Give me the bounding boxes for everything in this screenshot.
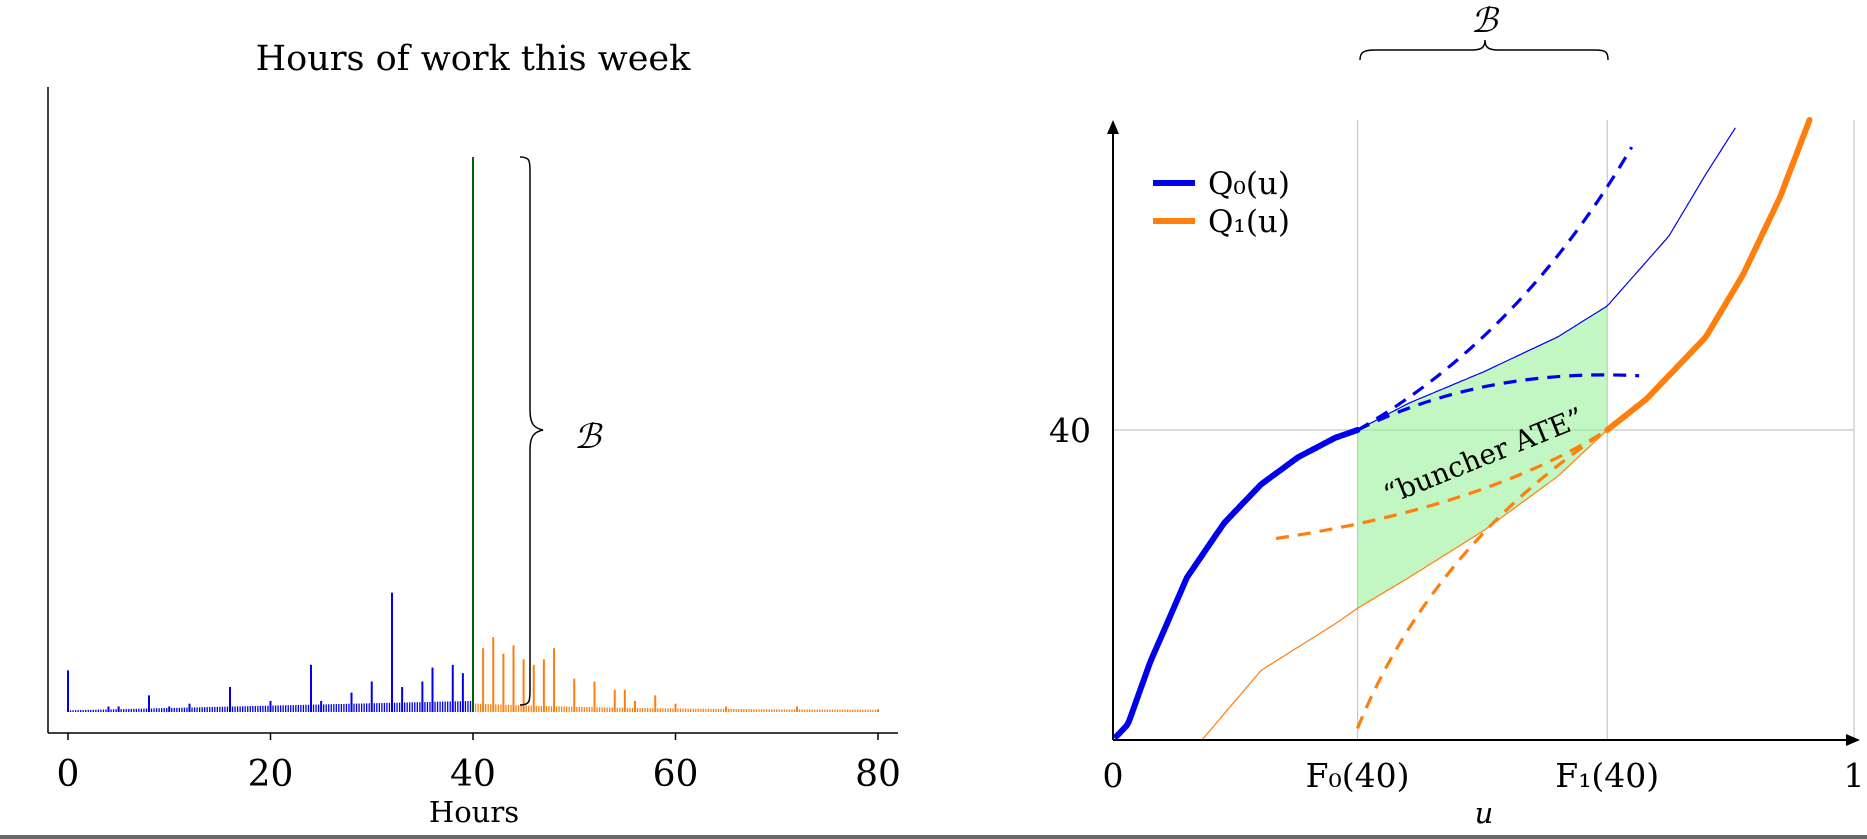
left-x-axis-label: Hours [429,795,519,829]
right-chart: ℬ 0 F₀(40) F₁(40) 140 u “buncher ATE” Q₀(u)… [1049,1,1865,830]
right-curves [1113,117,1813,741]
q0-dashed-upper [1356,146,1634,432]
q1-thin-curve [1201,429,1608,741]
right-axis-ticks: 0 F₀(40) F₁(40) 1 40 [1049,411,1865,795]
right-top-brace [1359,39,1609,61]
q0-thin-curve [1357,127,1736,431]
bottom-border [0,835,1867,839]
right-x-axis-arrow [1846,734,1860,746]
right-x-tick-label: F₀(40) [1306,756,1410,795]
right-x-axis-label: u [1475,796,1494,830]
right-brace-label: ℬ [1471,1,1500,41]
q1-dashed-upper [1275,428,1609,541]
left-x-tick-label: 60 [653,754,699,795]
right-x-tick-label: 0 [1103,756,1124,795]
q0-dashed-lower [1356,373,1640,432]
buncher-ate-region [1357,306,1608,609]
left-chart: Hours of work this week 0 20 40 60 80 Hours … [47,39,901,829]
q1-thick-curve [1604,117,1813,433]
left-x-tick-label: 20 [248,754,294,795]
left-x-ticks: 0 20 40 60 80 [57,733,901,795]
left-brace-label: ℬ [574,417,603,457]
left-chart-title: Hours of work this week [256,39,691,79]
left-histogram-bars [67,157,879,712]
left-brace [519,156,544,706]
legend-label: Q₀(u) [1208,166,1290,202]
right-x-tick-label: 1 [1844,756,1865,795]
right-legend: Q₀(u)Q₁(u) [1153,166,1290,240]
right-y-axis-arrow [1107,120,1119,134]
right-x-tick-label: F₁(40) [1555,756,1659,795]
right-y-tick-label: 40 [1049,411,1091,450]
left-x-tick-label: 80 [855,754,901,795]
q1-dashed-lower [1356,428,1609,729]
left-x-tick-label: 0 [57,754,80,795]
legend-label: Q₁(u) [1208,204,1290,240]
q0-thick-curve [1113,427,1361,740]
left-x-tick-label: 40 [450,754,496,795]
